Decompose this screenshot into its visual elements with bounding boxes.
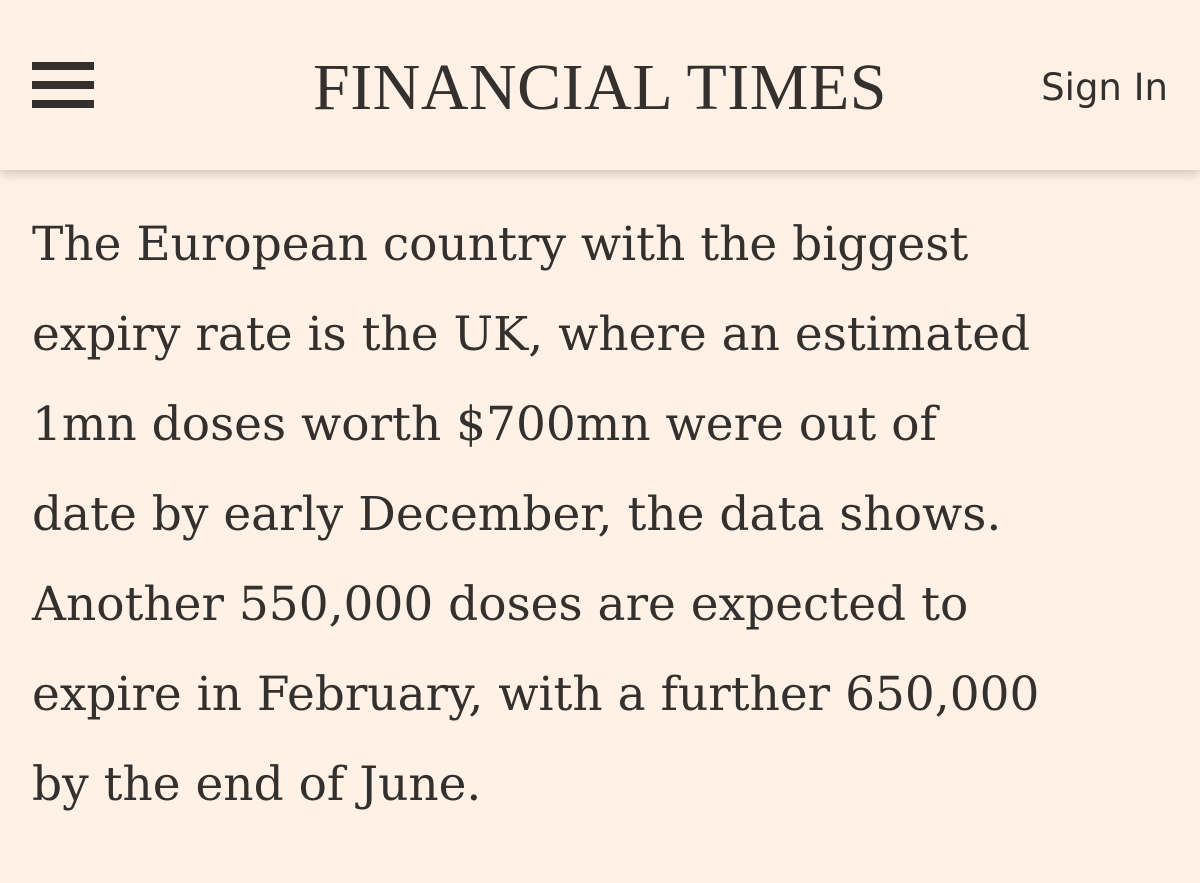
article-line: Another 550,000 doses are expected to [32, 560, 1182, 650]
masthead-logo[interactable]: FINANCIAL TIMES [290, 50, 910, 126]
menu-bar-top [32, 62, 94, 70]
article-line: by the end of June. [32, 740, 1182, 830]
top-bar: FINANCIAL TIMES Sign In [0, 0, 1200, 170]
menu-bar-middle [32, 81, 94, 89]
article-line: The European country with the biggest [32, 200, 1182, 290]
hamburger-menu-icon[interactable] [32, 62, 94, 108]
article-line: date by early December, the data shows. [32, 470, 1182, 560]
article-line: expiry rate is the UK, where an estimate… [32, 290, 1182, 380]
article-line: 1mn doses worth $700mn were out of [32, 380, 1182, 470]
article-paragraph: The European country with the biggest ex… [32, 200, 1182, 830]
menu-bar-bottom [32, 100, 94, 108]
sign-in-link[interactable]: Sign In [1041, 66, 1168, 110]
article-line: expire in February, with a further 650,0… [32, 650, 1182, 740]
